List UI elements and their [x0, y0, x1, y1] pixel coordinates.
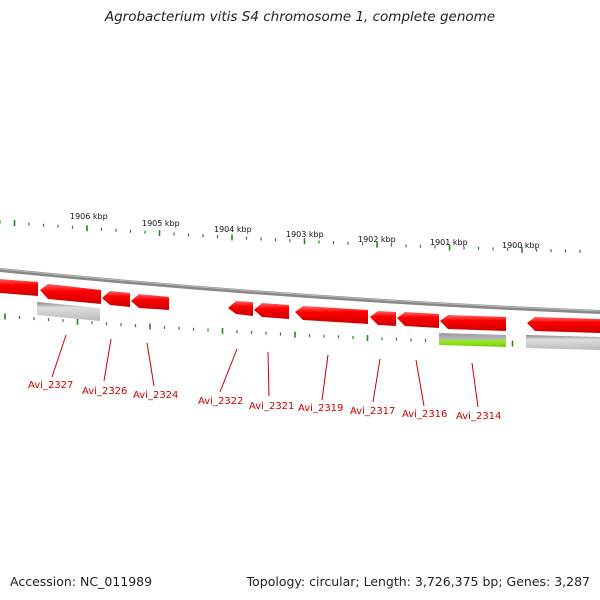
chromosome-backbone — [0, 268, 600, 314]
gene-labels: Avi_2327 Avi_2326 Avi_2324 Avi_2322 Avi_2321… — [28, 334, 501, 422]
gene-leader-line — [51, 334, 67, 378]
gene-feature[interactable] — [102, 291, 130, 307]
accession-text: Accession: NC_011989 — [10, 574, 153, 589]
gene-label: Avi_2319 — [298, 403, 343, 414]
gene-leader-line — [219, 348, 238, 393]
scale-tick-label: 1902 kbp — [358, 235, 396, 244]
feature-track — [0, 279, 600, 350]
gene-feature[interactable] — [228, 301, 253, 316]
gene-label: Avi_2324 — [133, 390, 178, 401]
gene-feature[interactable] — [131, 294, 169, 310]
scale-labels: 1906 kbp 1905 kbp 1904 kbp 1903 kbp 1902 kbp… — [70, 212, 540, 250]
map-title: Agrobacterium vitis S4 chromosome 1, com… — [104, 9, 496, 25]
gene-label: Avi_2326 — [82, 386, 127, 397]
gene-feature[interactable] — [40, 284, 101, 304]
gene-feature[interactable] — [0, 279, 38, 296]
scale-tick-label: 1906 kbp — [70, 212, 108, 221]
chromosome-backbone-highlight — [0, 268, 600, 312]
gene-leader-line — [321, 354, 329, 401]
scale-tick-label: 1900 kbp — [502, 241, 540, 250]
outer-tick-ring — [0, 220, 581, 253]
scale-tick-label: 1901 kbp — [430, 238, 468, 247]
gene-label: Avi_2317 — [350, 406, 395, 417]
gene-label: Avi_2327 — [28, 380, 73, 391]
gene-feature[interactable] — [527, 317, 600, 333]
gene-leader-line — [471, 362, 479, 408]
rna-feature[interactable] — [439, 333, 506, 347]
gene-feature[interactable] — [370, 311, 396, 326]
gene-feature[interactable] — [440, 315, 506, 331]
scale-tick-label: 1904 kbp — [214, 225, 252, 234]
gene-feature[interactable] — [397, 312, 439, 328]
gene-label: Avi_2322 — [198, 396, 243, 407]
pseudo-feature[interactable] — [37, 302, 100, 321]
gene-leader-line — [103, 338, 112, 382]
gene-leader-line — [146, 342, 155, 387]
scale-tick-label: 1903 kbp — [286, 230, 324, 239]
gene-leader-line — [415, 359, 425, 407]
gene-label: Avi_2314 — [456, 411, 501, 422]
scale-tick-label: 1905 kbp — [142, 219, 180, 228]
gene-leader-line — [267, 351, 270, 397]
gene-feature[interactable] — [295, 306, 368, 324]
gene-label: Avi_2321 — [249, 401, 294, 412]
gene-feature[interactable] — [254, 303, 289, 319]
gene-label: Avi_2316 — [402, 409, 447, 420]
genome-summary-text: Topology: circular; Length: 3,726,375 bp… — [246, 574, 590, 589]
pseudo-feature[interactable] — [526, 335, 600, 350]
gene-leader-line — [372, 358, 381, 403]
